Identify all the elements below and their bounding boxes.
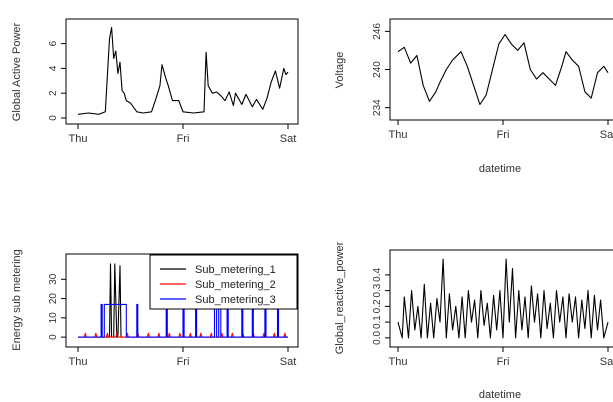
plot-frame — [65, 18, 299, 125]
x-tick-label: Thu — [389, 129, 408, 141]
x-tick-label: Fri — [177, 356, 190, 368]
y-tick-label: 0.4 — [372, 268, 383, 282]
legend-label-sub-metering-1: Sub_metering_1 — [195, 264, 276, 276]
y-tick-label: 2 — [48, 90, 59, 96]
y-tick-label: 0 — [48, 115, 59, 121]
legend: Sub_metering_1 Sub_metering_2 Sub_meteri… — [149, 254, 298, 310]
y-tick-label: 20 — [48, 293, 59, 305]
y-tick-label: 4 — [48, 65, 59, 71]
y-tick-label: 0.2 — [372, 299, 383, 313]
x-axis-label: datetime — [479, 163, 521, 175]
x-tick-label: Thu — [69, 133, 88, 145]
y-axis-label: Energy sub metering — [11, 249, 23, 351]
y-axis-label: Voltage — [334, 52, 346, 89]
y-tick-label: 0.0 — [372, 331, 383, 345]
y-tick-label: 246 — [372, 23, 383, 40]
y-axis-label: Global_reactive_power — [334, 241, 346, 354]
y-tick-label: 10 — [48, 312, 59, 324]
x-tick-label: Fri — [497, 129, 510, 141]
y-tick-label: 234 — [372, 99, 383, 116]
x-tick-label: Fri — [177, 133, 190, 145]
legend-box — [149, 254, 298, 310]
x-tick-label: Sat — [600, 356, 613, 368]
x-tick-label: Thu — [389, 356, 408, 368]
y-tick-label: 0 — [48, 334, 59, 340]
series-line-1 — [397, 33, 609, 106]
x-axis-label: datetime — [479, 389, 521, 401]
panel-global-reactive-power: 0.0 0.1 0.2 0.30.4 Thu Fri Sat Global_reactiv… — [334, 241, 613, 401]
y-tick-label: 0.3 — [372, 283, 383, 297]
series-line-1 — [77, 26, 289, 115]
panel-energy-sub-metering: 0 10 20 30 Thu Fri Sat Energy sub metering Su… — [11, 249, 299, 368]
legend-label-sub-metering-3: Sub_metering_3 — [195, 294, 276, 306]
x-tick-label: Sat — [600, 129, 613, 141]
x-tick-label: Sat — [280, 356, 297, 368]
y-tick-label: 6 — [48, 40, 59, 46]
series-line-1 — [397, 258, 609, 339]
x-tick-label: Fri — [497, 356, 510, 368]
plot-frame — [65, 253, 299, 348]
legend-label-sub-metering-2: Sub_metering_2 — [195, 279, 276, 291]
panel-voltage: 234 240 246 Thu Fri Sat Voltage datetime — [334, 18, 613, 175]
y-tick-label: 0.1 — [372, 315, 383, 329]
y-axis-label: Global Active Power — [11, 22, 23, 121]
x-tick-label: Thu — [69, 356, 88, 368]
panel-global-active-power: 0 2 4 6 Thu Fri Sat Global Active Power — [11, 18, 299, 145]
x-tick-label: Sat — [280, 133, 297, 145]
y-tick-label: 30 — [48, 273, 59, 285]
y-tick-label: 240 — [372, 61, 383, 78]
